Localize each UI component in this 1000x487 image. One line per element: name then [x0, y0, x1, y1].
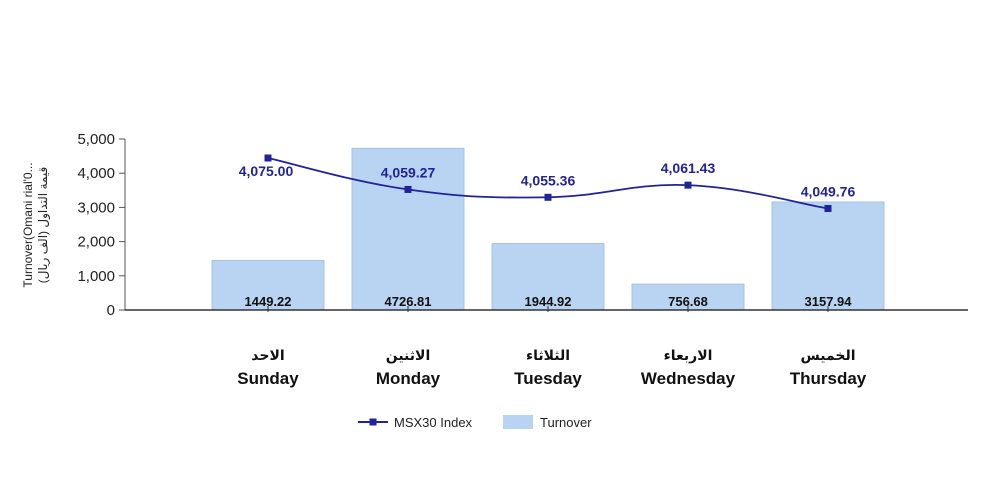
- category-label-arabic: الخميس: [800, 347, 855, 363]
- turnover-bars: [211, 147, 885, 311]
- category-label-arabic: الثلاثاء: [526, 347, 570, 363]
- msx30-line: [264, 154, 832, 212]
- legend: MSX30 Index Turnover: [358, 415, 592, 430]
- y-tick-label: 5,000: [77, 131, 115, 148]
- turnover-bar-monday: [351, 147, 465, 311]
- msx30-value-label: 4,059.27: [381, 164, 436, 180]
- msx30-point-thursday: [824, 204, 832, 212]
- legend-label-turnover: Turnover: [540, 415, 592, 430]
- y-axis-label: Turnover(Omani rial'0...(قيمة التداول (ا…: [21, 162, 51, 287]
- legend-label-msx30: MSX30 Index: [394, 415, 473, 430]
- category-label-arabic: الاربعاء: [664, 347, 713, 363]
- turnover-value-label: 756.68: [668, 294, 708, 309]
- turnover-bar-tuesday: [491, 242, 605, 311]
- category-label-english: Tuesday: [514, 369, 582, 388]
- category-label-english: Wednesday: [641, 369, 736, 388]
- category-label-english: Thursday: [790, 369, 867, 388]
- msx30-point-wednesday: [684, 181, 692, 189]
- msx30-point-tuesday: [544, 193, 552, 201]
- y-tick-label: 1,000: [77, 268, 115, 285]
- category-label-arabic: الاحد: [251, 347, 284, 363]
- msx30-value-label: 4,049.76: [801, 183, 856, 199]
- msx30-point-monday: [404, 185, 412, 193]
- category-label-english: Sunday: [237, 369, 299, 388]
- y-tick-label: 0: [107, 302, 115, 319]
- turnover-value-label: 3157.94: [805, 294, 853, 309]
- y-tick-label: 4,000: [77, 165, 115, 182]
- turnover-bar-wednesday: [631, 283, 745, 311]
- msx30-value-label: 4,075.00: [239, 163, 294, 179]
- legend-line-marker: [369, 418, 377, 426]
- turnover-value-label: 4726.81: [385, 294, 432, 309]
- legend-bar-swatch: [503, 415, 533, 429]
- turnover-value-label: 1944.92: [525, 294, 572, 309]
- category-labels: الاحد Sunday الاثنين Monday الثلاثاء Tuesday ا…: [237, 347, 866, 388]
- category-label-english: Monday: [376, 369, 441, 388]
- y-tick-label: 2,000: [77, 234, 115, 251]
- msx30-value-label: 4,061.43: [661, 160, 716, 176]
- category-label-arabic: الاثنين: [386, 347, 431, 364]
- turnover-bar-thursday: [771, 201, 885, 311]
- x-axis: [125, 306, 968, 312]
- msx30-point-sunday: [264, 154, 272, 162]
- y-tick-label: 3,000: [77, 199, 115, 216]
- y-axis: 0 1,000 2,000 3,000 4,000 5,000 Turnover(Omani…: [21, 131, 126, 319]
- turnover-value-label: 1449.22: [245, 294, 292, 309]
- msx30-value-label: 4,055.36: [521, 172, 576, 188]
- data-labels: 1449.22 4726.81 1944.92 756.68 3157.94 4,075.…: [239, 160, 856, 309]
